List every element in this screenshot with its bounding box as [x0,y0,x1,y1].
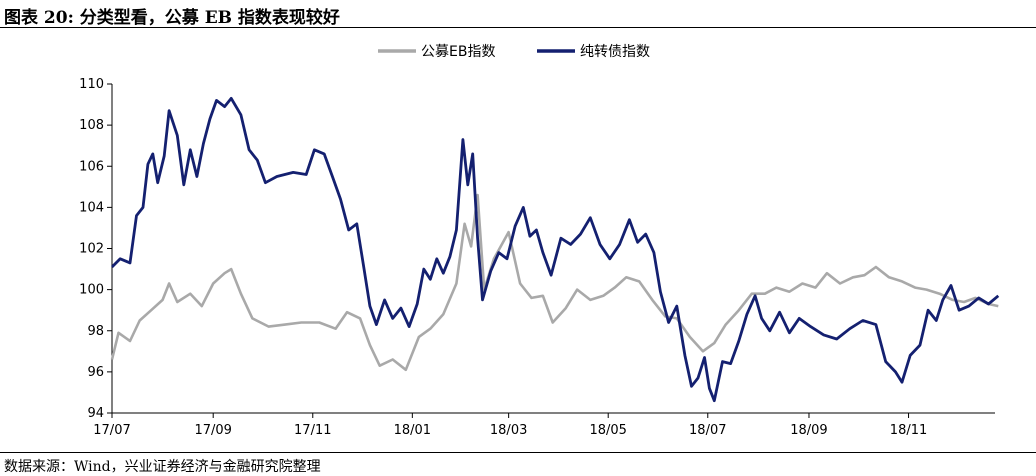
figure-title: 图表 20: 分类型看，公募 EB 指数表现较好 [4,8,340,28]
source-note: 数据来源：Wind，兴业证券经济与金融研究院整理 [4,459,321,475]
y-tick-label: 98 [87,324,104,339]
y-tick-label: 106 [79,159,104,174]
y-tick-label: 100 [79,283,104,298]
x-tick-label: 18/07 [689,423,726,438]
y-tick-label: 108 [79,118,104,133]
y-tick-label: 110 [79,77,104,92]
x-tick-label: 17/09 [194,423,231,438]
x-tick-label: 18/09 [790,423,827,438]
x-tick-label: 17/07 [93,423,130,438]
legend-label-1: 公募EB指数 [421,44,495,60]
legend-label-2: 纯转债指数 [580,44,650,60]
series-line-1 [110,193,999,372]
x-tick-label: 18/11 [890,423,927,438]
x-tick-label: 17/11 [294,423,331,438]
source-divider [0,452,1036,453]
y-tick-label: 96 [87,365,104,380]
title-divider [0,27,1036,28]
y-tick-label: 102 [79,242,104,257]
series-line-2 [111,97,1000,403]
y-tick-label: 94 [87,406,104,421]
chart-axes: 94 96 98 100 102 104 106 108 110 17/07 17/09 17/11 1… [79,77,995,438]
legend: 公募EB指数 纯转债指数 [378,44,650,60]
line-chart: 公募EB指数 纯转债指数 94 96 98 100 102 104 106 108 110 17/0… [79,44,1000,438]
x-tick-label: 18/05 [589,423,626,438]
x-tick-label: 18/03 [490,423,527,438]
plot-lines [110,97,1000,403]
y-tick-label: 104 [79,200,104,215]
x-tick-label: 18/01 [394,423,431,438]
